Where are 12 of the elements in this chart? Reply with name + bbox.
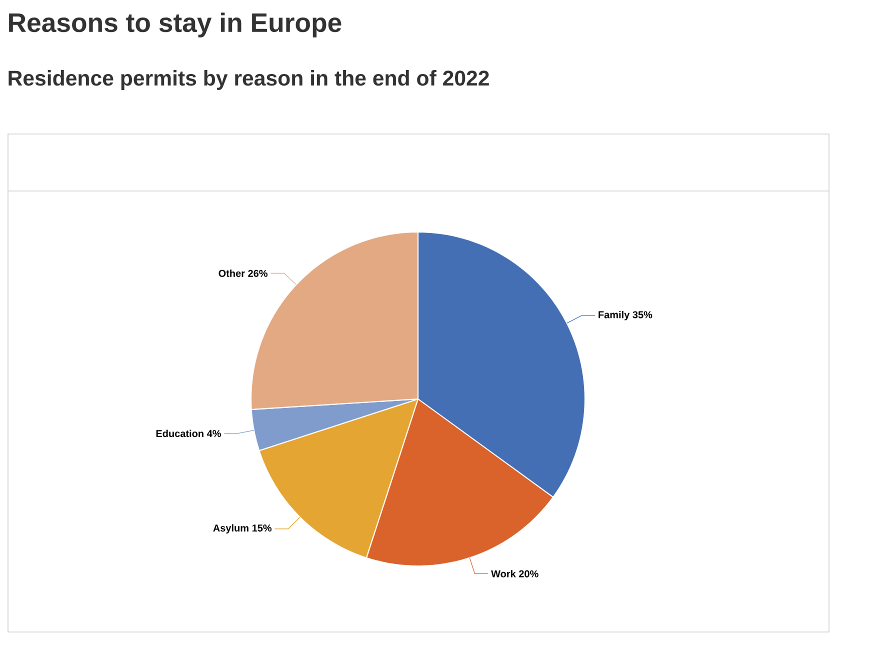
slice-label: Education — [156, 430, 204, 438]
slice-label: Work — [491, 570, 516, 578]
chart-subtitle: Residence permits by reason in the end of 2022 — [8, 70, 489, 90]
chart-title: Reasons to stay in Europe — [9, 12, 342, 38]
slice-label: Asylum — [213, 524, 248, 534]
data-label: 26% — [248, 270, 268, 277]
slice-label: Other — [218, 270, 245, 277]
data-label: 35% — [632, 311, 652, 318]
data-label: 4% — [206, 430, 221, 438]
data-label: 15% — [252, 524, 272, 532]
data-label: 20% — [519, 570, 538, 578]
slice-label: Family — [598, 310, 630, 320]
